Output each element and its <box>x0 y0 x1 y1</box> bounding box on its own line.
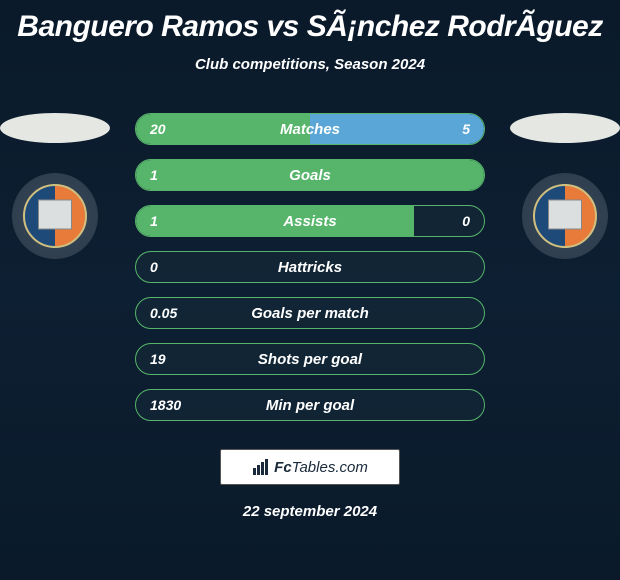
right-player-ellipse <box>510 113 620 143</box>
page-title: Banguero Ramos vs SÃ¡nchez RodrÃ­guez <box>0 0 620 44</box>
stat-value-left: 20 <box>150 121 166 137</box>
stat-rows: 20 Matches 5 1 Goals 1 Assists 0 0 Hattricks 0.05 G… <box>135 113 485 421</box>
stat-fill-left <box>136 206 414 236</box>
stat-label: Hattricks <box>278 259 342 276</box>
right-team-badge-inner <box>533 184 597 248</box>
stat-row: 19 Shots per goal <box>135 343 485 375</box>
left-player-column <box>0 113 110 259</box>
stat-row: 1830 Min per goal <box>135 389 485 421</box>
stat-label: Assists <box>283 213 336 230</box>
stat-label: Goals per match <box>251 305 369 322</box>
comparison-content: 20 Matches 5 1 Goals 1 Assists 0 0 Hattricks 0.05 G… <box>0 113 620 520</box>
logo-text: FcTables.com <box>274 459 368 476</box>
logo-text-suffix: .com <box>335 459 368 476</box>
stat-row: 0 Hattricks <box>135 251 485 283</box>
stat-label: Shots per goal <box>258 351 362 368</box>
fctables-logo[interactable]: FcTables.com <box>220 449 400 485</box>
stat-value-left: 0 <box>150 259 158 275</box>
stat-row: 1 Assists 0 <box>135 205 485 237</box>
left-team-badge <box>12 173 98 259</box>
stat-value-left: 1 <box>150 213 158 229</box>
right-team-badge <box>522 173 608 259</box>
stat-label: Goals <box>289 167 331 184</box>
left-team-badge-inner <box>23 184 87 248</box>
stat-value-left: 1830 <box>150 397 181 413</box>
stat-label: Min per goal <box>266 397 354 414</box>
left-player-ellipse <box>0 113 110 143</box>
date-label: 22 september 2024 <box>0 503 620 520</box>
stat-row: 1 Goals <box>135 159 485 191</box>
page-subtitle: Club competitions, Season 2024 <box>0 56 620 73</box>
stat-row: 20 Matches 5 <box>135 113 485 145</box>
stat-label: Matches <box>280 121 340 138</box>
stat-row: 0.05 Goals per match <box>135 297 485 329</box>
stat-value-left: 0.05 <box>150 305 177 321</box>
right-player-column <box>510 113 620 259</box>
stat-value-left: 19 <box>150 351 166 367</box>
logo-text-main: Tables <box>292 459 336 476</box>
chart-icon <box>252 458 270 476</box>
stat-value-right: 0 <box>462 213 470 229</box>
stat-value-right: 5 <box>462 121 470 137</box>
logo-text-prefix: Fc <box>274 459 292 476</box>
stat-value-left: 1 <box>150 167 158 183</box>
